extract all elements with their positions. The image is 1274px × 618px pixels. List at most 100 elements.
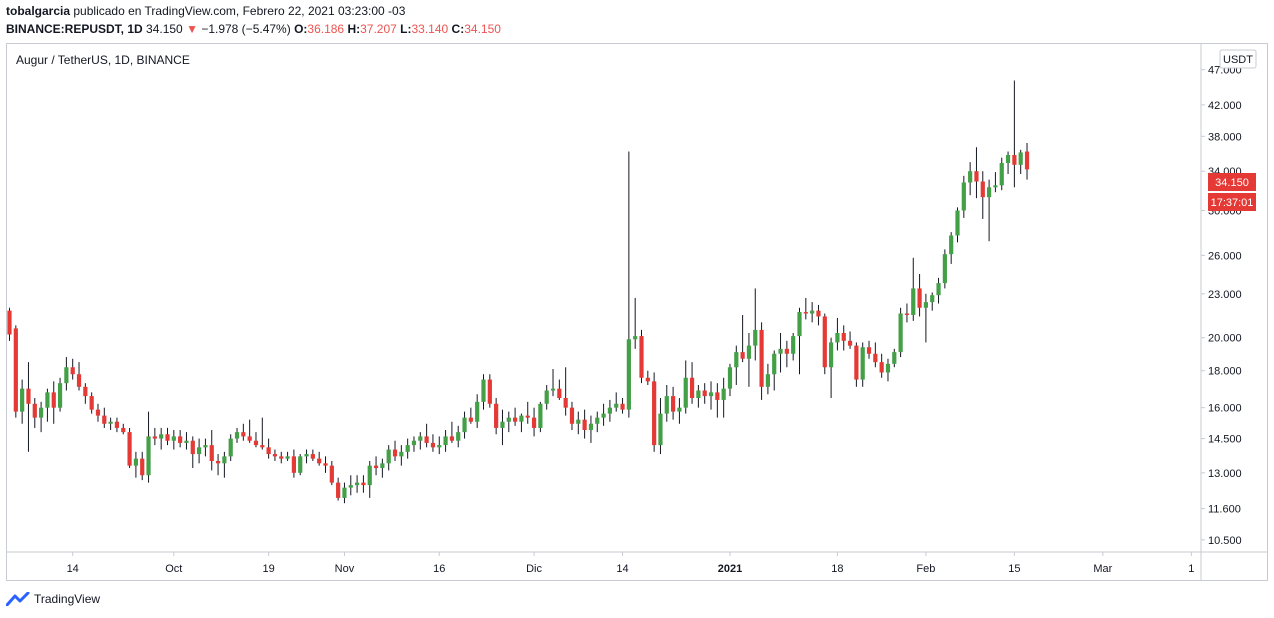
candle[interactable] bbox=[683, 360, 688, 414]
candle[interactable] bbox=[847, 331, 853, 349]
candle[interactable] bbox=[873, 342, 878, 368]
candle[interactable] bbox=[355, 475, 360, 493]
candle[interactable] bbox=[437, 436, 442, 455]
candle[interactable] bbox=[784, 340, 789, 368]
candle[interactable] bbox=[215, 454, 221, 476]
candle[interactable] bbox=[51, 381, 56, 424]
candle[interactable] bbox=[203, 438, 208, 457]
candle[interactable] bbox=[949, 232, 954, 264]
candle[interactable] bbox=[892, 348, 897, 368]
candle[interactable] bbox=[721, 377, 726, 418]
candle[interactable] bbox=[241, 423, 246, 441]
candle[interactable] bbox=[740, 314, 745, 363]
candle[interactable] bbox=[601, 403, 606, 426]
candle[interactable] bbox=[696, 384, 701, 408]
candle[interactable] bbox=[595, 411, 600, 433]
candle[interactable] bbox=[430, 434, 436, 452]
candle[interactable] bbox=[753, 288, 758, 361]
candle[interactable] bbox=[247, 419, 252, 443]
candle[interactable] bbox=[26, 362, 31, 452]
candle[interactable] bbox=[652, 372, 657, 452]
candle[interactable] bbox=[772, 350, 777, 391]
candle[interactable] bbox=[582, 409, 587, 439]
candle[interactable] bbox=[373, 456, 379, 476]
candle[interactable] bbox=[291, 449, 296, 478]
candle[interactable] bbox=[342, 482, 347, 504]
candle[interactable] bbox=[361, 475, 366, 493]
chart-frame[interactable]: Augur / TetherUS, 1D, BINANCE 47.000 42.0… bbox=[6, 43, 1268, 581]
candle[interactable] bbox=[114, 417, 120, 433]
candle[interactable] bbox=[961, 175, 966, 218]
candle[interactable] bbox=[64, 357, 69, 391]
candle[interactable] bbox=[197, 438, 202, 464]
time-axis[interactable]: 14 Oct 19 Nov 16 Dic 14 2021 18 Feb 15 Mar 1 bbox=[67, 552, 1195, 575]
candle[interactable] bbox=[544, 384, 549, 410]
candle[interactable] bbox=[304, 449, 309, 464]
candle[interactable] bbox=[184, 432, 189, 450]
candle[interactable] bbox=[689, 362, 695, 404]
candle[interactable] bbox=[317, 451, 322, 466]
candle[interactable] bbox=[272, 449, 278, 461]
candle[interactable] bbox=[633, 297, 638, 349]
candle[interactable] bbox=[1005, 151, 1011, 174]
candle[interactable] bbox=[411, 436, 417, 452]
candle[interactable] bbox=[424, 423, 429, 448]
candle[interactable] bbox=[664, 384, 669, 422]
candle[interactable] bbox=[987, 179, 992, 242]
tradingview-brand[interactable]: TradingView bbox=[6, 592, 100, 606]
candle[interactable] bbox=[607, 399, 612, 422]
candle[interactable] bbox=[234, 427, 240, 443]
candle[interactable] bbox=[538, 401, 543, 433]
candle[interactable] bbox=[108, 417, 113, 431]
candle[interactable] bbox=[57, 377, 63, 412]
candle[interactable] bbox=[506, 411, 511, 433]
candle[interactable] bbox=[841, 325, 846, 351]
candle[interactable] bbox=[519, 413, 524, 433]
candle[interactable] bbox=[904, 303, 910, 323]
candlestick-chart[interactable]: Augur / TetherUS, 1D, BINANCE 47.00042.0… bbox=[7, 44, 1267, 580]
candle[interactable] bbox=[911, 257, 916, 321]
candle[interactable] bbox=[576, 411, 581, 435]
candle[interactable] bbox=[121, 423, 126, 435]
candle[interactable] bbox=[513, 407, 518, 426]
candle[interactable] bbox=[658, 398, 663, 455]
candle[interactable] bbox=[974, 147, 979, 199]
candle[interactable] bbox=[209, 430, 214, 471]
candle[interactable] bbox=[968, 162, 973, 196]
candle[interactable] bbox=[449, 421, 454, 443]
candle[interactable] bbox=[866, 340, 872, 359]
candle[interactable] bbox=[190, 436, 195, 469]
candle[interactable] bbox=[702, 383, 707, 404]
candle[interactable] bbox=[791, 332, 796, 361]
candle[interactable] bbox=[45, 388, 50, 422]
candle[interactable] bbox=[70, 358, 75, 380]
candle[interactable] bbox=[367, 460, 372, 498]
candle[interactable] bbox=[835, 317, 840, 351]
candle[interactable] bbox=[778, 332, 783, 373]
candle[interactable] bbox=[165, 427, 170, 446]
candle[interactable] bbox=[285, 451, 290, 461]
candle[interactable] bbox=[95, 403, 101, 422]
candle[interactable] bbox=[557, 379, 562, 400]
candle[interactable] bbox=[759, 322, 764, 400]
candle[interactable] bbox=[348, 475, 353, 496]
candle[interactable] bbox=[418, 432, 423, 450]
candle[interactable] bbox=[1024, 142, 1030, 180]
candle[interactable] bbox=[386, 445, 391, 471]
candle[interactable] bbox=[392, 440, 398, 461]
candle[interactable] bbox=[854, 342, 859, 387]
candle[interactable] bbox=[266, 438, 271, 459]
candle[interactable] bbox=[917, 274, 922, 317]
candle[interactable] bbox=[279, 451, 284, 464]
candle[interactable] bbox=[323, 456, 328, 473]
candle[interactable] bbox=[734, 345, 739, 385]
candle[interactable] bbox=[140, 451, 145, 481]
candle[interactable] bbox=[885, 358, 891, 382]
candle[interactable] bbox=[550, 368, 556, 397]
candle[interactable] bbox=[645, 370, 650, 385]
candle[interactable] bbox=[898, 307, 903, 358]
candle[interactable] bbox=[310, 449, 315, 461]
candle[interactable] bbox=[614, 392, 619, 412]
candle[interactable] bbox=[569, 401, 575, 431]
candle[interactable] bbox=[765, 363, 770, 395]
